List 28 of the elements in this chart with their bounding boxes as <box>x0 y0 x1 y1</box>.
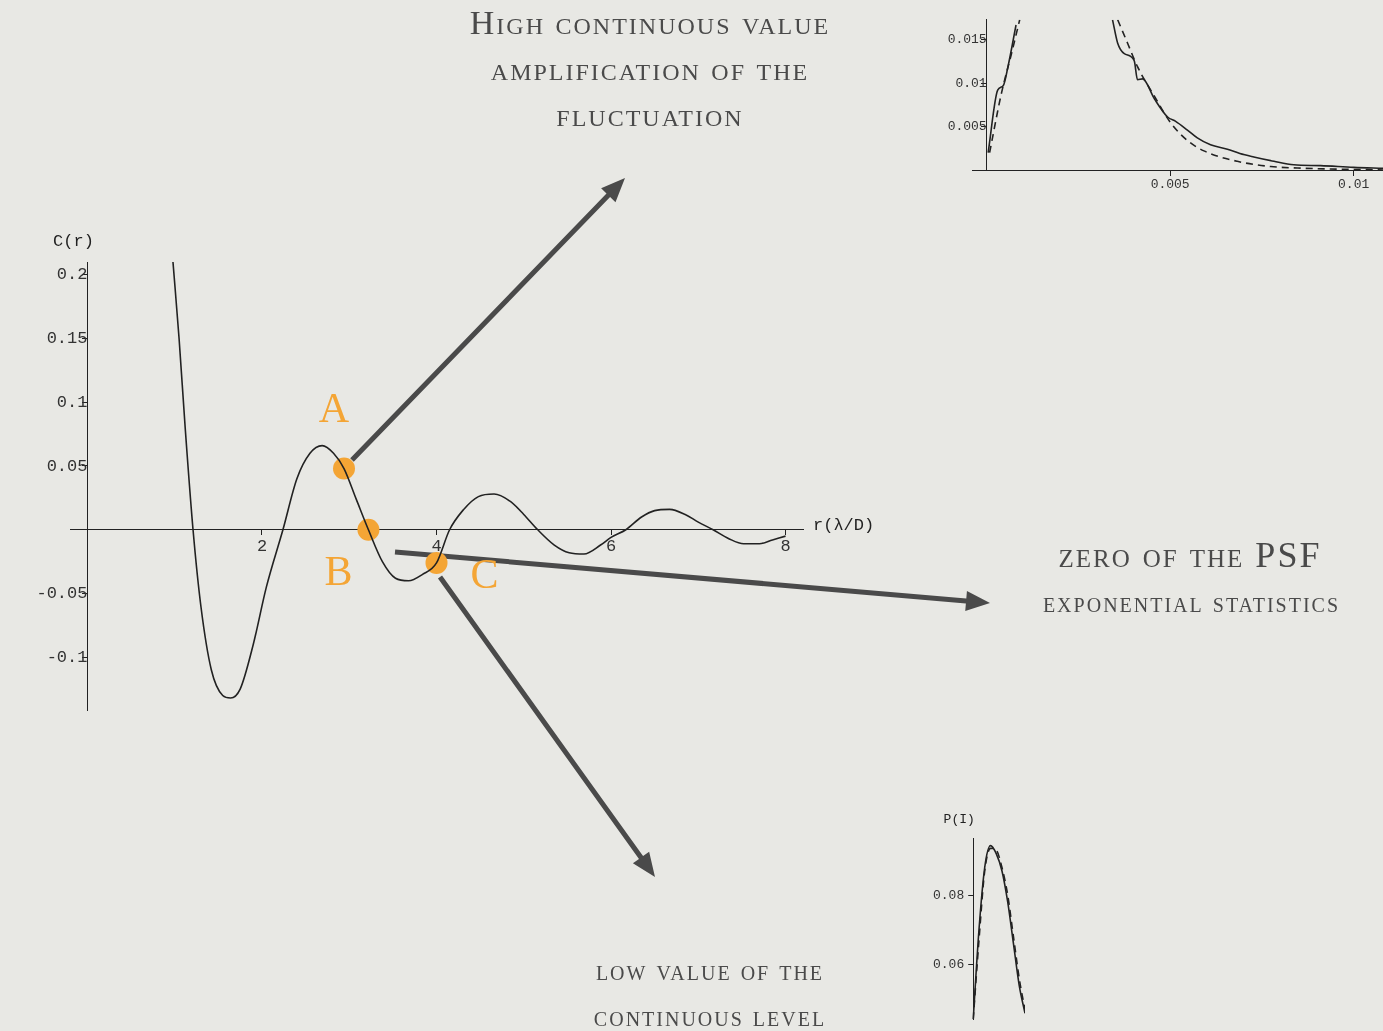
y-tick-label: 0.015 <box>947 32 987 48</box>
y-tick-label: 0.1 <box>56 392 88 412</box>
y-tick-label: 0.08 <box>932 887 965 903</box>
y-tick-label: 0.01 <box>955 75 987 91</box>
annotation: A <box>318 384 350 431</box>
y-axis-title: C(r) <box>53 232 94 251</box>
x-tick-label: 6 <box>605 537 617 557</box>
y-tick-label: 0.2 <box>56 265 88 285</box>
annotation: B <box>324 547 353 594</box>
point <box>333 457 355 480</box>
text: zero of the PSF <box>1057 534 1323 577</box>
x-tick-label: 2 <box>256 537 268 557</box>
y-tick-label: 0.005 <box>947 119 987 135</box>
text: High continuous value amplification of the fluctuation <box>468 3 832 135</box>
y-tick-label: 0.05 <box>46 456 88 476</box>
annotation: C <box>470 550 499 597</box>
y-tick-label: 0.15 <box>46 329 88 348</box>
y-tick-label: -0.05 <box>36 584 88 603</box>
y-tick-label: 0.06 <box>932 957 965 973</box>
point <box>425 551 448 574</box>
y-axis-title: P(I) <box>943 811 975 827</box>
text: exponential statistics <box>1041 586 1342 620</box>
x-tick-label: 8 <box>780 537 791 557</box>
x-tick-label: 4 <box>431 537 442 557</box>
x-axis-title: r(λ/D) <box>813 516 875 536</box>
text: low value of the continuous level <box>592 954 828 1031</box>
y-tick-label: -0.1 <box>46 647 88 667</box>
point <box>357 518 380 541</box>
